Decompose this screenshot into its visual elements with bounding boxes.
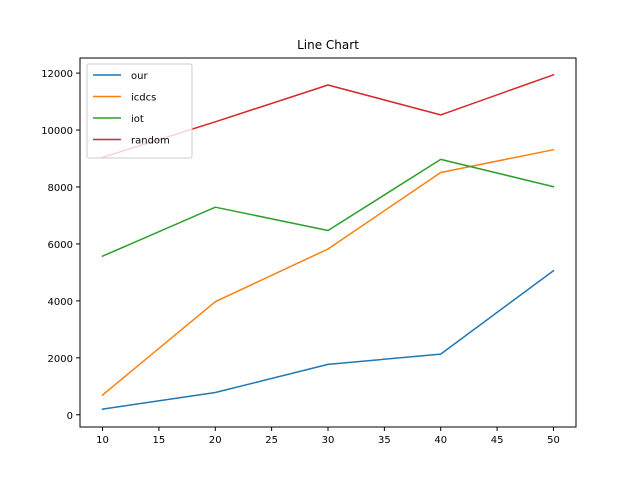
legend: our icdcs iot random — [86, 63, 193, 159]
y-tick-label: 2000 — [48, 354, 73, 365]
legend-label-icdcs: icdcs — [131, 93, 156, 104]
x-tick-label: 30 — [322, 435, 335, 446]
y-tick-label: 8000 — [48, 183, 73, 194]
legend-label-our: our — [131, 71, 148, 82]
x-axis: 10 15 20 25 30 35 40 45 50 — [96, 427, 560, 446]
series-line-icdcs — [101, 148, 555, 397]
x-tick-label: 35 — [378, 435, 391, 446]
x-tick-label: 45 — [491, 435, 504, 446]
y-tick-label: 6000 — [48, 240, 73, 251]
y-tick-label: 10000 — [41, 126, 73, 137]
x-tick-label: 50 — [547, 435, 560, 446]
chart-title: Line Chart — [297, 38, 359, 52]
y-tick-label: 12000 — [41, 69, 73, 80]
plot-frame — [79, 57, 577, 428]
y-tick-label: 0 — [67, 411, 73, 422]
legend-label-random: random — [131, 136, 170, 147]
legend-label-iot: iot — [131, 114, 144, 125]
y-tick-label: 4000 — [48, 297, 73, 308]
x-tick-label: 40 — [434, 435, 447, 446]
x-tick-label: 15 — [153, 435, 166, 446]
series-line-iot — [101, 158, 555, 258]
y-axis: 0 2000 4000 6000 8000 10000 12000 — [41, 69, 80, 422]
x-tick-label: 10 — [96, 435, 109, 446]
x-tick-label: 25 — [265, 435, 278, 446]
x-tick-label: 20 — [209, 435, 222, 446]
series-line-our — [101, 269, 555, 410]
legend-box — [86, 63, 193, 159]
